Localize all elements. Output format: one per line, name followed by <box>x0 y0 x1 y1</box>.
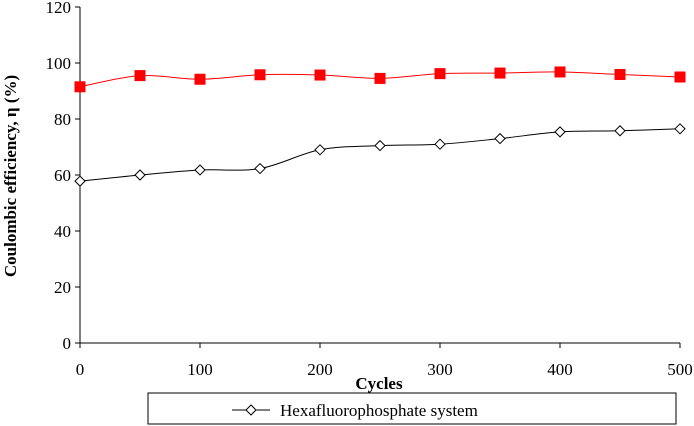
series-1 <box>74 66 686 93</box>
data-point-square <box>434 68 446 80</box>
data-point-square <box>314 69 326 81</box>
data-point-diamond <box>74 175 86 187</box>
data-point-square <box>194 73 206 85</box>
data-point-diamond <box>254 162 266 175</box>
y-tick-label: 20 <box>54 278 71 297</box>
data-point-diamond <box>194 164 206 176</box>
data-point-diamond <box>554 126 566 138</box>
x-tick-label: 400 <box>547 360 573 379</box>
y-tick-label: 0 <box>63 334 72 353</box>
data-point-diamond <box>494 132 506 145</box>
y-tick-label: 80 <box>54 110 71 129</box>
x-tick-label: 200 <box>307 360 333 379</box>
data-point-square <box>494 67 506 79</box>
data-point-square <box>614 68 626 80</box>
y-tick-label: 60 <box>54 166 71 185</box>
y-tick-label: 40 <box>54 222 71 241</box>
data-point-diamond <box>314 144 326 156</box>
y-tick-label: 120 <box>46 0 72 17</box>
x-tick-label: 300 <box>427 360 453 379</box>
data-point-square <box>254 69 266 81</box>
data-point-square <box>674 71 686 83</box>
x-tick-label: 0 <box>76 360 85 379</box>
data-point-square <box>554 66 566 78</box>
x-axis-title: Cycles <box>355 374 403 393</box>
data-point-diamond <box>134 169 146 181</box>
y-axis-title: Coulombic efficiency, η (%) <box>1 75 20 277</box>
axes <box>79 7 680 344</box>
series-2 <box>74 123 686 187</box>
data-point-square <box>134 70 146 82</box>
legend: Hexafluorophosphate system <box>147 392 677 425</box>
x-ticks: 0 100 200 300 400 500 <box>76 343 693 379</box>
legend-box <box>147 392 677 425</box>
data-point-square <box>374 72 386 84</box>
data-point-diamond <box>614 125 626 137</box>
legend-marker <box>245 404 257 416</box>
x-tick-label: 100 <box>187 360 213 379</box>
data-point-square <box>74 81 86 93</box>
y-tick-label: 100 <box>46 54 72 73</box>
series-layer <box>74 66 686 187</box>
legend-label: Hexafluorophosphate system <box>280 401 478 420</box>
data-point-diamond <box>434 138 446 150</box>
data-point-diamond <box>374 139 386 152</box>
data-point-diamond <box>674 123 686 135</box>
x-tick-label: 500 <box>667 360 693 379</box>
y-ticks: 0 20 40 60 80 100 120 <box>46 0 80 353</box>
series-line <box>79 128 681 182</box>
